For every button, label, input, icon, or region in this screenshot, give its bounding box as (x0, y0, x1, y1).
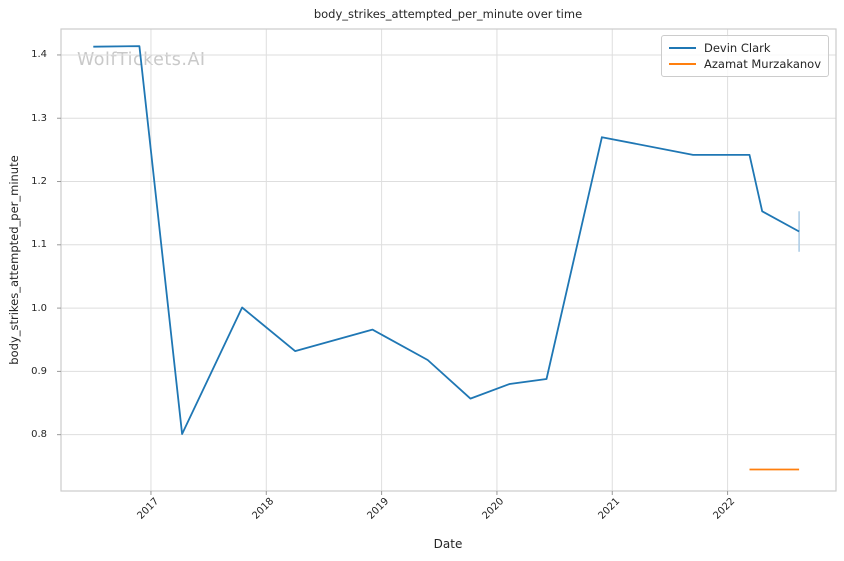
plot-frame (60, 28, 837, 492)
y-axis-label: body_strikes_attempted_per_minute (7, 155, 21, 365)
y-tick-label: 0.9 (31, 365, 47, 377)
legend-item-devin-clark: Devin Clark (669, 40, 821, 56)
legend-label-devin-clark: Devin Clark (704, 41, 771, 55)
legend-line-swatch-azamat-murzakanov (669, 63, 696, 65)
y-tick-label: 1.1 (31, 239, 47, 251)
chart-title: body_strikes_attempted_per_minute over t… (313, 7, 583, 21)
legend-label-azamat-murzakanov: Azamat Murzakanov (704, 57, 822, 71)
legend-line-swatch-devin-clark (669, 47, 696, 49)
x-axis-label: Date (433, 537, 463, 551)
series-line-devin-clark (93, 45, 800, 435)
y-tick-label: 1.0 (31, 302, 47, 314)
y-tick-label: 1.2 (31, 176, 47, 187)
y-tick-label: 1.4 (31, 49, 47, 61)
legend: Devin Clark Azamat Murzakanov (661, 35, 829, 77)
y-tick-label: 0.8 (31, 429, 47, 441)
y-tick-label: 1.3 (31, 112, 47, 124)
legend-item-azamat-murzakanov: Azamat Murzakanov (669, 56, 821, 72)
